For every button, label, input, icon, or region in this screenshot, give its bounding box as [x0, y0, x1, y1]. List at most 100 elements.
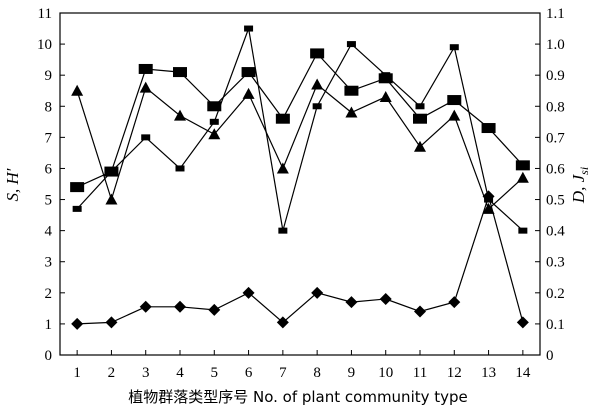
series-3-point [414, 140, 426, 152]
series-4-point [448, 296, 461, 309]
right-y-tick-label: 0.4 [546, 224, 565, 240]
right-axis-title-sub: si [577, 167, 591, 175]
series-3-point [105, 193, 118, 205]
left-y-tick-label: 3 [45, 255, 53, 271]
series-1-point [312, 103, 322, 110]
left-y-tick-label: 11 [38, 6, 52, 22]
series-2-point [378, 73, 393, 84]
x-tick-label: 4 [176, 365, 184, 381]
left-y-tick-label: 6 [45, 161, 53, 177]
series-1-point [278, 227, 288, 234]
series-1-line [76, 26, 524, 232]
x-tick-label: 7 [279, 365, 287, 381]
series-1-point [415, 103, 425, 110]
right-axis-title: D, Jsi [569, 167, 591, 204]
series-3-point [482, 202, 495, 214]
x-axis-title: 植物群落类型序号 No. of plant community type [128, 388, 468, 406]
series-3-point [448, 109, 461, 121]
series-group [70, 25, 530, 330]
series-3-point [208, 128, 221, 140]
series-1-point [175, 165, 185, 172]
x-tick-label: 10 [378, 365, 393, 381]
series-3-point [242, 87, 255, 99]
right-y-tick-label: 0.8 [546, 99, 565, 115]
series-3-point [174, 109, 186, 121]
series-4-point [174, 300, 186, 313]
series-4-point [105, 316, 118, 329]
series-3-point [139, 81, 152, 93]
series-2-point [344, 85, 359, 96]
series-2-point [481, 123, 496, 134]
series-2-point [310, 48, 325, 59]
right-y-tick-label: 0.9 [546, 68, 565, 84]
x-tick-label: 5 [211, 365, 219, 381]
right-axis-title-text: D, Jsi [569, 167, 591, 204]
left-y-tick-label: 7 [45, 130, 53, 146]
right-axis-title-main: D, J [569, 173, 588, 204]
x-tick-label: 14 [515, 365, 531, 381]
right-y-tick-label: 0.5 [546, 193, 565, 209]
right-y-tick-label: 0 [546, 348, 554, 364]
series-3-point [276, 162, 289, 174]
left-y-tick-label: 5 [45, 193, 53, 209]
left-y-tick-label: 1 [45, 317, 53, 333]
left-axis-title-text: S, H′ [3, 168, 22, 201]
series-2-point [104, 166, 119, 177]
series-4-point [345, 296, 358, 309]
series-2-point [413, 113, 427, 124]
x-tick-label: 11 [413, 365, 427, 381]
right-y-tick-label: 0.2 [546, 286, 565, 302]
series-4-point [208, 303, 221, 316]
series-2-point [138, 63, 153, 74]
ticks: 0123456789101100.10.20.30.40.50.60.70.80… [37, 6, 565, 381]
series-2-point [241, 67, 256, 78]
x-tick-label: 13 [481, 365, 496, 381]
series-4-point [516, 316, 529, 329]
left-y-tick-label: 8 [45, 99, 53, 115]
series-4-point [276, 316, 289, 329]
series-1-point [141, 134, 151, 141]
series-2-point [447, 95, 462, 106]
x-tick-label: 9 [348, 365, 356, 381]
series-4-point [242, 286, 255, 299]
series-2-point [173, 67, 187, 78]
left-axis-title: S, H′ [3, 168, 22, 201]
plot-frame [59, 12, 541, 356]
right-y-tick-label: 1.1 [546, 6, 565, 22]
right-y-tick-label: 0.1 [546, 317, 565, 333]
series-3-point [516, 171, 529, 183]
right-y-tick-label: 0.6 [546, 161, 565, 177]
x-tick-label: 1 [73, 365, 81, 381]
right-y-tick-label: 0.7 [546, 130, 565, 146]
x-tick-label: 3 [142, 365, 150, 381]
series-4-point [414, 305, 426, 318]
series-3-point [379, 90, 392, 102]
series-2-point [515, 160, 530, 171]
series-4-point [379, 293, 392, 306]
series-3-point [71, 84, 84, 96]
x-tick-label: 2 [108, 365, 116, 381]
series-1-point [449, 44, 459, 51]
series-1-point [346, 41, 356, 48]
series-3-point [345, 106, 358, 118]
left-y-tick-label: 0 [45, 348, 53, 364]
series-2-point [70, 182, 85, 193]
left-y-tick-label: 4 [45, 224, 53, 240]
left-y-tick-label: 2 [45, 286, 53, 302]
series-4-point [139, 300, 152, 313]
series-2-point [275, 113, 290, 124]
x-tick-label: 12 [447, 365, 462, 381]
series-1-point [72, 205, 82, 212]
series-2-point [207, 101, 222, 112]
series-1-point [518, 227, 528, 234]
x-tick-label: 8 [313, 365, 321, 381]
series-1-point [209, 118, 219, 125]
series-3-point [311, 78, 324, 90]
right-y-tick-label: 0.3 [546, 255, 565, 271]
series-4-point [71, 317, 84, 330]
left-y-tick-label: 9 [45, 68, 53, 84]
series-4-point [482, 190, 495, 203]
series-4-point [311, 286, 324, 299]
